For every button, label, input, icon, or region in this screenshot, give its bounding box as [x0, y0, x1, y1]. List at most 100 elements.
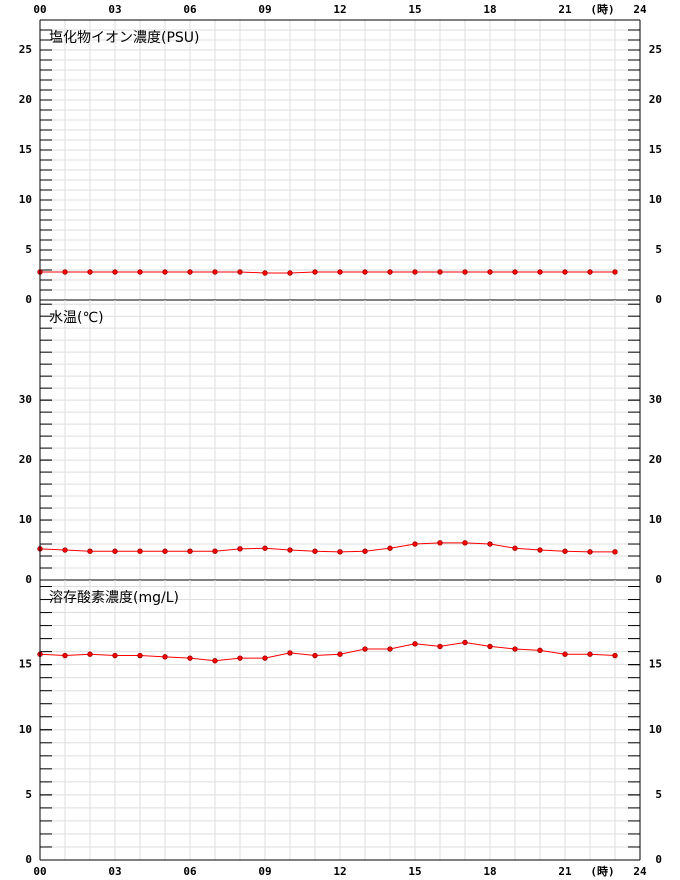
y-tick-label: 10	[19, 513, 32, 526]
x-tick-label: 00	[33, 865, 46, 878]
x-tick-label: 06	[183, 3, 197, 16]
x-tick-label: 15	[408, 865, 421, 878]
data-point	[487, 269, 493, 275]
y-tick-label: 10	[649, 513, 662, 526]
data-point	[112, 652, 118, 659]
data-point	[412, 641, 418, 647]
data-point	[337, 651, 343, 657]
data-point	[187, 548, 193, 554]
x-tick-label: 21	[558, 3, 572, 16]
y-tick-label: 15	[19, 658, 32, 671]
data-point	[212, 658, 218, 664]
x-tick-label: 12	[333, 865, 346, 878]
x-tick-label: 21	[558, 865, 572, 878]
y-tick-label: 25	[649, 43, 662, 56]
panel-title: 水温(℃)	[49, 310, 104, 326]
data-point	[512, 646, 518, 652]
data-point	[462, 540, 468, 546]
y-tick-label: 10	[19, 193, 32, 206]
y-tick-label: 0	[655, 853, 662, 866]
data-point	[437, 643, 443, 650]
y-tick-label: 5	[25, 788, 32, 801]
data-point	[612, 269, 618, 275]
x-tick-label: 09	[258, 3, 271, 16]
data-point	[187, 655, 193, 661]
data-point	[137, 652, 143, 659]
data-point	[337, 549, 343, 555]
x-tick-label: 03	[108, 3, 121, 16]
data-point	[62, 652, 68, 659]
data-line	[40, 271, 615, 274]
data-point	[612, 549, 618, 555]
data-point	[237, 655, 243, 661]
y-tick-label: 10	[649, 193, 662, 206]
y-tick-label: 15	[649, 143, 662, 156]
data-line	[39, 642, 616, 662]
data-point	[62, 547, 68, 553]
y-tick-label: 25	[19, 43, 32, 56]
data-point	[262, 270, 268, 276]
data-point	[562, 269, 568, 275]
data-point	[562, 548, 568, 554]
data-point	[537, 647, 543, 654]
data-point	[212, 269, 218, 275]
x-tick-label: 09	[258, 865, 271, 878]
x-tick-label: 00	[33, 3, 46, 16]
y-tick-label: 20	[19, 93, 32, 106]
x-tick-label: 03	[108, 865, 121, 878]
y-tick-label: 20	[19, 453, 32, 466]
data-point	[312, 548, 318, 554]
x-tick-label: 12	[333, 3, 346, 16]
data-point	[387, 545, 393, 551]
y-tick-label: 30	[649, 393, 662, 406]
data-point	[487, 541, 493, 547]
data-point	[537, 547, 543, 553]
y-tick-label: 0	[655, 293, 662, 306]
data-line	[39, 542, 615, 553]
data-point	[287, 270, 293, 276]
y-tick-label: 5	[655, 243, 662, 256]
data-point	[412, 269, 418, 275]
data-point	[587, 651, 593, 657]
data-point	[387, 269, 393, 275]
x-tick-label: 24	[633, 865, 647, 878]
data-point	[162, 269, 168, 275]
panel-title: 溶存酸素濃度(mg/L)	[49, 590, 179, 606]
data-point	[412, 541, 418, 547]
data-point	[512, 545, 518, 551]
data-point	[512, 269, 518, 275]
y-tick-label: 10	[649, 723, 662, 736]
data-point	[262, 655, 268, 661]
x-tick-label: 18	[483, 3, 496, 16]
data-point	[112, 548, 118, 554]
data-point	[387, 646, 393, 652]
y-tick-label: 15	[649, 658, 662, 671]
y-tick-label: 5	[25, 243, 32, 256]
y-tick-label: 0	[25, 573, 32, 586]
data-point	[187, 269, 193, 275]
data-point	[87, 269, 93, 275]
y-tick-label: 10	[19, 723, 32, 736]
x-tick-label: 18	[483, 865, 496, 878]
x-axis-unit: (時)	[590, 864, 614, 878]
data-point	[337, 269, 343, 275]
data-point	[312, 652, 318, 659]
data-point	[87, 548, 93, 554]
data-point	[237, 546, 243, 552]
y-tick-label: 0	[25, 293, 32, 306]
data-point	[362, 269, 368, 275]
y-tick-label: 30	[19, 393, 32, 406]
data-point	[62, 269, 68, 275]
data-point	[562, 651, 568, 657]
data-point	[612, 652, 618, 659]
data-point	[212, 548, 218, 554]
x-tick-label: 06	[183, 865, 197, 878]
data-point	[237, 269, 243, 275]
data-point	[462, 639, 468, 646]
data-point	[587, 549, 593, 555]
y-tick-label: 0	[25, 853, 32, 866]
y-tick-label: 5	[655, 788, 662, 801]
data-point	[287, 547, 293, 553]
data-point	[487, 643, 493, 650]
